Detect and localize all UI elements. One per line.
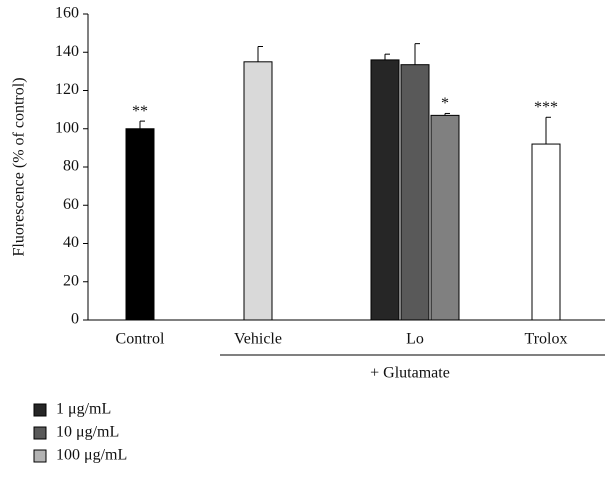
bar — [243, 61, 273, 321]
bar — [400, 64, 430, 321]
y-axis-label: Fluorescence (% of control) — [11, 77, 28, 256]
y-tick-label: 140 — [55, 43, 79, 60]
legend-swatch — [33, 449, 47, 463]
y-tick-label: 100 — [55, 119, 79, 136]
annotation: ** — [132, 103, 148, 120]
annotation: * — [441, 95, 449, 112]
x-tick-label: Control — [116, 331, 165, 348]
y-tick-label: 80 — [63, 158, 79, 175]
legend-swatch — [33, 426, 47, 440]
y-tick-label: 60 — [63, 196, 79, 213]
bar — [430, 114, 460, 321]
y-tick-label: 40 — [63, 234, 79, 251]
bar — [531, 143, 561, 321]
y-tick-label: 0 — [71, 311, 79, 328]
y-tick-label: 20 — [63, 272, 79, 289]
legend-label: 10 μg/mL — [56, 424, 119, 441]
y-tick-label: 160 — [55, 5, 79, 22]
x-tick-label: Vehicle — [234, 331, 282, 348]
group-label: + Glutamate — [370, 365, 450, 382]
y-tick-label: 120 — [55, 81, 79, 98]
annotation: *** — [534, 99, 558, 116]
x-tick-label: Lo — [406, 331, 424, 348]
legend-label: 100 μg/mL — [56, 447, 127, 464]
legend-label: 1 μg/mL — [56, 401, 111, 418]
x-tick-label: Trolox — [525, 331, 568, 348]
bar — [370, 59, 400, 321]
bar — [125, 128, 155, 321]
legend-swatch — [33, 403, 47, 417]
